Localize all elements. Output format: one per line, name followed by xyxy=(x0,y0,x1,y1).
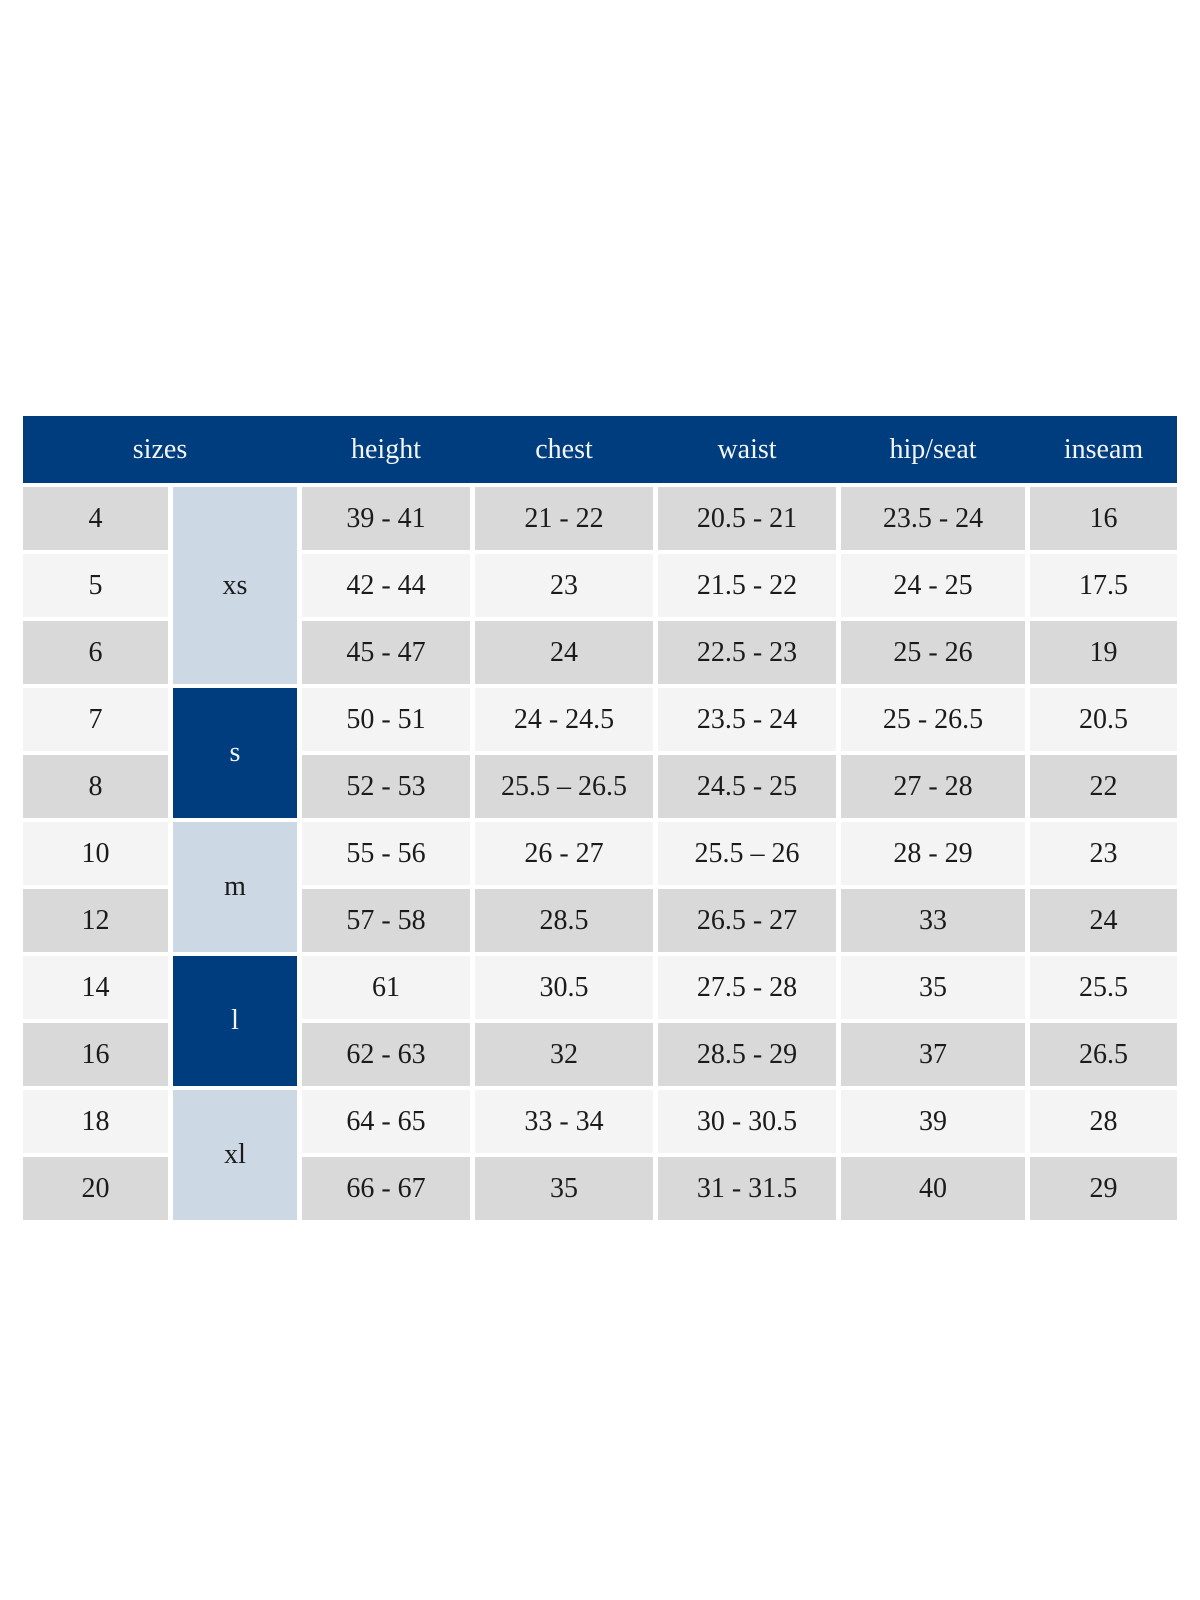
cell-chest: 24 - 24.5 xyxy=(475,688,653,751)
cell-hip-seat: 25 - 26.5 xyxy=(841,688,1025,751)
cell-hip-seat: 39 xyxy=(841,1090,1025,1153)
cell-size: 20 xyxy=(23,1157,168,1220)
cell-inseam: 26.5 xyxy=(1030,1023,1177,1086)
cell-inseam: 23 xyxy=(1030,822,1177,885)
size-group-cell-s: s xyxy=(173,688,297,818)
cell-inseam: 17.5 xyxy=(1030,554,1177,617)
cell-height: 61 xyxy=(302,956,470,1019)
cell-chest: 26 - 27 xyxy=(475,822,653,885)
column-header-height: height xyxy=(351,434,421,465)
cell-inseam: 29 xyxy=(1030,1157,1177,1220)
size-group-cell-xl: xl xyxy=(173,1090,297,1220)
cell-size: 14 xyxy=(23,956,168,1019)
cell-size: 4 xyxy=(23,487,168,550)
cell-waist: 25.5 – 26 xyxy=(658,822,836,885)
cell-size: 12 xyxy=(23,889,168,952)
cell-hip-seat: 35 xyxy=(841,956,1025,1019)
cell-inseam: 25.5 xyxy=(1030,956,1177,1019)
cell-waist: 20.5 - 21 xyxy=(658,487,836,550)
column-header-inseam: inseam xyxy=(1063,434,1144,465)
cell-waist: 31 - 31.5 xyxy=(658,1157,836,1220)
cell-waist: 23.5 - 24 xyxy=(658,688,836,751)
table-header-row: sizes height chest waist hip/seat inseam xyxy=(23,416,1177,483)
cell-waist: 21.5 - 22 xyxy=(658,554,836,617)
cell-height: 55 - 56 xyxy=(302,822,470,885)
cell-height: 57 - 58 xyxy=(302,889,470,952)
cell-size: 16 xyxy=(23,1023,168,1086)
size-chart-table: sizes height chest waist hip/seat inseam… xyxy=(23,416,1177,1220)
cell-inseam: 20.5 xyxy=(1030,688,1177,751)
column-header-chest: chest xyxy=(535,434,593,465)
cell-chest: 32 xyxy=(475,1023,653,1086)
cell-hip-seat: 28 - 29 xyxy=(841,822,1025,885)
column-header-waist: waist xyxy=(717,434,777,465)
column-header-sizes: sizes xyxy=(132,434,188,465)
size-group-cell-l: l xyxy=(173,956,297,1086)
cell-chest: 28.5 xyxy=(475,889,653,952)
cell-waist: 22.5 - 23 xyxy=(658,621,836,684)
cell-waist: 30 - 30.5 xyxy=(658,1090,836,1153)
cell-size: 18 xyxy=(23,1090,168,1153)
cell-waist: 27.5 - 28 xyxy=(658,956,836,1019)
cell-chest: 23 xyxy=(475,554,653,617)
cell-size: 7 xyxy=(23,688,168,751)
cell-inseam: 16 xyxy=(1030,487,1177,550)
cell-inseam: 24 xyxy=(1030,889,1177,952)
cell-hip-seat: 37 xyxy=(841,1023,1025,1086)
cell-chest: 21 - 22 xyxy=(475,487,653,550)
cell-hip-seat: 25 - 26 xyxy=(841,621,1025,684)
cell-hip-seat: 24 - 25 xyxy=(841,554,1025,617)
cell-waist: 28.5 - 29 xyxy=(658,1023,836,1086)
cell-size: 10 xyxy=(23,822,168,885)
cell-height: 52 - 53 xyxy=(302,755,470,818)
cell-height: 45 - 47 xyxy=(302,621,470,684)
cell-size: 5 xyxy=(23,554,168,617)
cell-waist: 26.5 - 27 xyxy=(658,889,836,952)
cell-height: 50 - 51 xyxy=(302,688,470,751)
cell-chest: 30.5 xyxy=(475,956,653,1019)
cell-height: 66 - 67 xyxy=(302,1157,470,1220)
cell-height: 64 - 65 xyxy=(302,1090,470,1153)
cell-hip-seat: 23.5 - 24 xyxy=(841,487,1025,550)
cell-chest: 33 - 34 xyxy=(475,1090,653,1153)
cell-waist: 24.5 - 25 xyxy=(658,755,836,818)
cell-inseam: 22 xyxy=(1030,755,1177,818)
size-group-cell-xs: xs xyxy=(173,487,297,684)
cell-inseam: 28 xyxy=(1030,1090,1177,1153)
cell-height: 42 - 44 xyxy=(302,554,470,617)
table-body: xs s m l xl 4 39 - 41 21 - 22 20.5 - 21 23.5 - 24… xyxy=(23,487,1177,1220)
cell-size: 6 xyxy=(23,621,168,684)
size-group-cell-m: m xyxy=(173,822,297,952)
cell-hip-seat: 40 xyxy=(841,1157,1025,1220)
cell-chest: 25.5 – 26.5 xyxy=(475,755,653,818)
cell-height: 62 - 63 xyxy=(302,1023,470,1086)
cell-inseam: 19 xyxy=(1030,621,1177,684)
cell-chest: 24 xyxy=(475,621,653,684)
column-header-hip-seat: hip/seat xyxy=(889,434,977,465)
cell-chest: 35 xyxy=(475,1157,653,1220)
cell-hip-seat: 33 xyxy=(841,889,1025,952)
cell-hip-seat: 27 - 28 xyxy=(841,755,1025,818)
cell-height: 39 - 41 xyxy=(302,487,470,550)
cell-size: 8 xyxy=(23,755,168,818)
